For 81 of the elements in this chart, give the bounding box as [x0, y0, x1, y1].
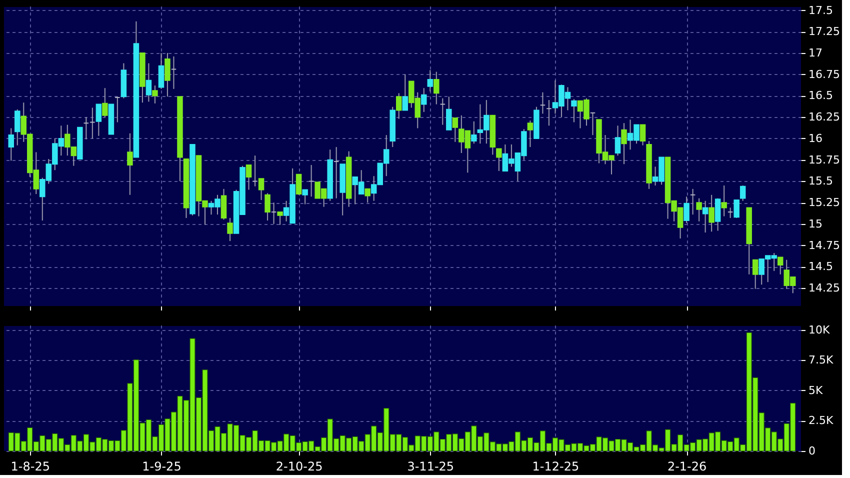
candlestick	[227, 217, 233, 242]
candlestick	[527, 120, 534, 148]
candlestick	[702, 200, 708, 233]
candlestick	[440, 98, 446, 126]
x-tick-label: 1-8-25	[10, 460, 50, 474]
y-tick-label: 16.25	[808, 110, 840, 124]
y-tick-label: 16	[808, 132, 822, 145]
candlestick	[258, 178, 264, 201]
candlestick	[540, 92, 546, 114]
y-tick-label: 7.5K	[808, 354, 834, 367]
y-tick-label: 16.5	[808, 89, 833, 102]
candlestick	[333, 146, 340, 199]
candlestick	[471, 120, 477, 144]
x-tick-label: 1-9-25	[142, 460, 182, 474]
candlestick	[446, 96, 452, 130]
y-tick-label: 14.5	[808, 260, 833, 274]
candlestick	[164, 52, 170, 98]
candlestick	[220, 188, 227, 220]
candlestick	[402, 74, 408, 111]
candlestick	[421, 88, 427, 112]
y-tick-label: 15.25	[808, 196, 840, 210]
x-tick-label: 2-10-25	[276, 460, 323, 474]
candlestick	[621, 122, 627, 165]
candlestick	[277, 211, 283, 226]
candlestick	[777, 256, 784, 275]
candlestick	[158, 52, 164, 90]
y-tick-label: 14.25	[808, 282, 840, 295]
candlestick	[264, 192, 270, 222]
x-tick-label: 2-1-26	[667, 460, 707, 474]
candlestick	[752, 259, 758, 290]
y-tick-label: 17.5	[808, 4, 833, 17]
candlestick	[640, 124, 646, 146]
candlestick	[146, 62, 152, 102]
candlestick	[434, 71, 440, 105]
candlestick	[727, 207, 734, 218]
candlestick	[740, 184, 746, 202]
candlestick	[452, 117, 458, 142]
candlestick	[246, 164, 252, 190]
candlestick	[496, 148, 502, 172]
candlestick	[296, 174, 302, 196]
candlestick	[546, 100, 552, 126]
y-tick-label: 17.25	[808, 25, 840, 38]
candlestick	[684, 196, 690, 224]
candlestick	[8, 128, 14, 162]
candlestick	[114, 96, 120, 123]
y-tick-label: 17	[808, 46, 822, 60]
candlestick	[102, 88, 108, 118]
candlestick	[252, 155, 258, 187]
candlestick	[127, 132, 133, 196]
candlestick	[270, 202, 277, 224]
candlestick	[721, 184, 727, 217]
y-tick-label: 5K	[808, 384, 824, 397]
y-tick-label: 15	[808, 217, 822, 230]
x-tick-label: 3-11-25	[407, 460, 454, 474]
y-tick-label: 2.5K	[808, 414, 834, 428]
candlestick	[708, 194, 714, 232]
candlestick	[14, 108, 20, 146]
candlestick	[152, 84, 158, 104]
y-tick-label: 15.75	[808, 153, 840, 166]
candlestick	[590, 112, 596, 136]
candlestick	[714, 198, 721, 232]
x-tick-label: 1-12-25	[532, 460, 580, 474]
candlestick	[396, 92, 402, 120]
candlestick	[83, 116, 90, 140]
candlestick	[90, 107, 96, 139]
candlestick	[170, 56, 177, 90]
y-tick-label: 0	[808, 444, 816, 458]
y-tick-label: 15.5	[808, 174, 833, 188]
candlestick	[96, 104, 102, 136]
candlestick	[690, 188, 696, 216]
candlestick	[427, 70, 434, 92]
candlestick	[302, 189, 308, 205]
candlestick	[614, 125, 621, 156]
y-tick-label: 10K	[808, 323, 830, 336]
candlestick	[696, 198, 702, 222]
candlestick	[308, 164, 314, 198]
candlestick	[571, 98, 577, 123]
candlestick	[734, 200, 740, 218]
y-tick-label: 14.75	[808, 238, 840, 252]
y-tick-label: 16.75	[808, 68, 840, 81]
candlestick	[364, 188, 370, 204]
